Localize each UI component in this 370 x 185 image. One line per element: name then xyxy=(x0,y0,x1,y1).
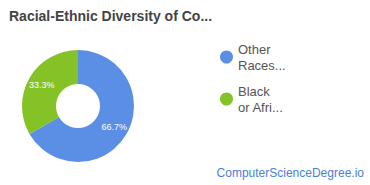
svg-text:33.3%: 33.3% xyxy=(29,80,55,90)
svg-text:Other: Other xyxy=(238,42,271,57)
svg-text:Black: Black xyxy=(238,84,270,99)
svg-text:or Afri...: or Afri... xyxy=(238,100,283,115)
svg-text:Races...: Races... xyxy=(238,58,286,73)
svg-text:Racial-Ethnic Diversity of Co.: Racial-Ethnic Diversity of Co... xyxy=(9,8,212,24)
svg-text:66.7%: 66.7% xyxy=(102,122,128,132)
svg-text:ComputerScienceDegree.io: ComputerScienceDegree.io xyxy=(217,166,365,180)
